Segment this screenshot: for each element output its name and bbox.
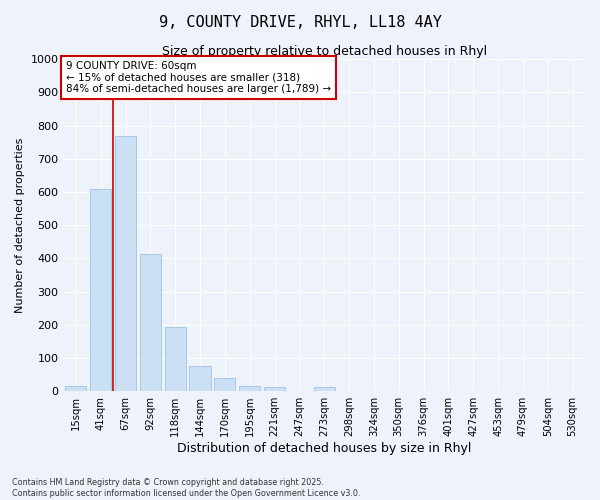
Bar xyxy=(314,387,335,391)
Text: Contains HM Land Registry data © Crown copyright and database right 2025.
Contai: Contains HM Land Registry data © Crown c… xyxy=(12,478,361,498)
Bar xyxy=(140,254,161,391)
Bar xyxy=(90,190,111,391)
Title: Size of property relative to detached houses in Rhyl: Size of property relative to detached ho… xyxy=(161,45,487,58)
Bar xyxy=(164,328,186,391)
Bar xyxy=(115,136,136,391)
Y-axis label: Number of detached properties: Number of detached properties xyxy=(15,138,25,313)
Bar xyxy=(214,378,235,391)
Bar xyxy=(65,386,86,391)
Text: 9, COUNTY DRIVE, RHYL, LL18 4AY: 9, COUNTY DRIVE, RHYL, LL18 4AY xyxy=(158,15,442,30)
Bar xyxy=(239,386,260,391)
X-axis label: Distribution of detached houses by size in Rhyl: Distribution of detached houses by size … xyxy=(177,442,472,455)
Bar xyxy=(264,387,285,391)
Bar xyxy=(190,366,211,391)
Text: 9 COUNTY DRIVE: 60sqm
← 15% of detached houses are smaller (318)
84% of semi-det: 9 COUNTY DRIVE: 60sqm ← 15% of detached … xyxy=(66,61,331,94)
